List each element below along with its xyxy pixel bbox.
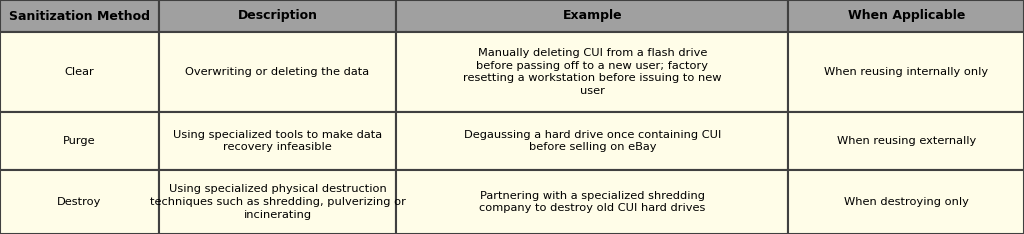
Text: Example: Example	[562, 10, 623, 22]
Bar	[788, 32, 1024, 112]
Text: When reusing internally only: When reusing internally only	[824, 67, 988, 77]
Bar	[396, 170, 788, 234]
Bar	[159, 170, 396, 234]
Text: When destroying only: When destroying only	[844, 197, 969, 207]
Text: Overwriting or deleting the data: Overwriting or deleting the data	[185, 67, 370, 77]
Text: Sanitization Method: Sanitization Method	[9, 10, 150, 22]
Bar	[0, 170, 159, 234]
Bar	[788, 170, 1024, 234]
Bar	[396, 112, 788, 170]
Bar	[159, 112, 396, 170]
Text: When Applicable: When Applicable	[848, 10, 965, 22]
Bar	[159, 32, 396, 112]
Text: Description: Description	[238, 10, 317, 22]
Bar	[788, 112, 1024, 170]
Bar	[788, 0, 1024, 32]
Text: Manually deleting CUI from a flash drive
before passing off to a new user; facto: Manually deleting CUI from a flash drive…	[463, 48, 722, 96]
Bar	[0, 0, 159, 32]
Text: Partnering with a specialized shredding
company to destroy old CUI hard drives: Partnering with a specialized shredding …	[479, 191, 706, 213]
Bar	[0, 32, 159, 112]
Text: Using specialized tools to make data
recovery infeasible: Using specialized tools to make data rec…	[173, 130, 382, 152]
Text: Degaussing a hard drive once containing CUI
before selling on eBay: Degaussing a hard drive once containing …	[464, 130, 721, 152]
Text: When reusing externally: When reusing externally	[837, 136, 976, 146]
Text: Purge: Purge	[63, 136, 95, 146]
Bar	[159, 0, 396, 32]
Bar	[0, 112, 159, 170]
Text: Using specialized physical destruction
techniques such as shredding, pulverizing: Using specialized physical destruction t…	[150, 184, 406, 220]
Text: Clear: Clear	[65, 67, 94, 77]
Bar	[396, 32, 788, 112]
Bar	[396, 0, 788, 32]
Text: Destroy: Destroy	[57, 197, 101, 207]
